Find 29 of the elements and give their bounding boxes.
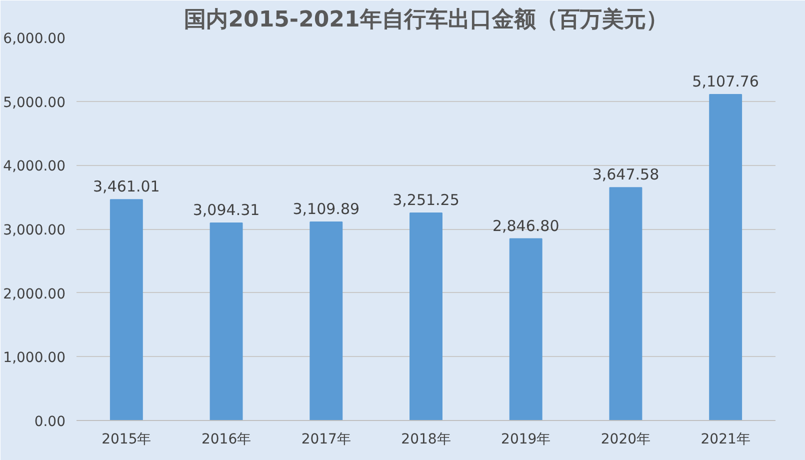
y-tick-label: 6,000.00 [3,31,66,47]
chart-title: 国内2015-2021年自行车出口金额（百万美元） [184,6,668,32]
bar [410,212,442,420]
data-label: 2,846.80 [492,216,560,235]
x-tick-label: 2019年 [501,432,551,448]
y-tick-label: 4,000.00 [3,158,66,175]
bar [310,221,343,420]
y-tick-label: 1,000.00 [3,350,66,366]
y-tick-label: 2,000.00 [3,286,66,302]
bar [609,187,642,420]
data-label: 3,109.89 [292,200,360,218]
y-tick-label: 5,000.00 [3,94,66,111]
data-label: 5,107.76 [692,72,759,90]
y-tick-label: 0.00 [34,414,66,430]
data-label: 3,251.25 [392,190,460,209]
x-tick-label: 2018年 [401,432,451,448]
data-label: 3,094.31 [192,200,260,219]
x-tick-label: 2015年 [102,432,152,448]
x-tick-label: 2020年 [600,432,651,448]
x-tick-label: 2021年 [700,432,750,448]
y-tick-label: 3,000.00 [3,222,66,238]
bar [110,199,143,420]
data-label: 3,461.01 [93,178,160,196]
x-tick-label: 2017年 [301,432,351,448]
bar [210,222,243,420]
data-label: 3,647.58 [592,166,660,184]
bar [709,94,742,420]
x-tick-label: 2016年 [201,432,252,448]
bar [509,238,542,420]
